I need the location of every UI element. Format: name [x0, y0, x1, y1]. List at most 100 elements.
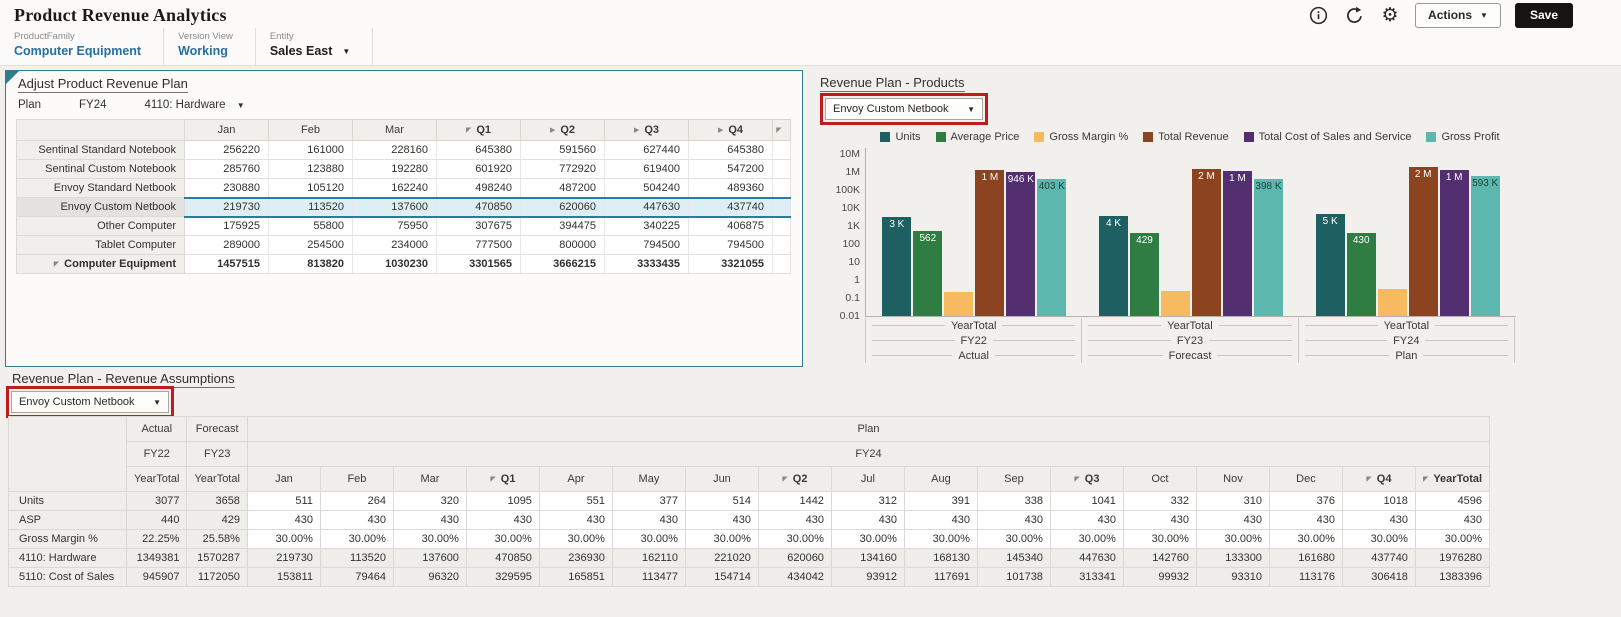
grid-cell[interactable]	[772, 140, 791, 160]
grid-cell[interactable]: 137600	[352, 196, 437, 218]
grid-cell[interactable]: 504240	[604, 178, 689, 198]
pov-member-account[interactable]: 4110: Hardware ▼	[144, 99, 245, 111]
bar-total-cost-of-sales-and-service[interactable]: 1 M	[1439, 169, 1469, 316]
table-cell[interactable]: 329595	[465, 567, 540, 587]
grid-cell[interactable]: 3321055	[688, 254, 773, 274]
year-header-fy23[interactable]: FY23	[186, 441, 248, 467]
grid-row-header-envoy-custom-netbook[interactable]: Envoy Custom Netbook	[16, 197, 185, 217]
period-header-sep[interactable]: Sep	[976, 466, 1051, 492]
period-header-q4[interactable]: ◤ Q4	[1341, 466, 1416, 492]
table-cell[interactable]: 25.58%	[186, 529, 248, 549]
collapse-icon[interactable]: ◤	[776, 126, 782, 134]
grid-cell[interactable]: 307675	[436, 216, 521, 236]
grid-cell[interactable]: 620060	[520, 196, 605, 218]
table-cell[interactable]: 30.00%	[392, 529, 467, 549]
table-cell[interactable]: 96320	[392, 567, 467, 587]
grid-cell[interactable]: 619400	[604, 159, 689, 179]
grid-cell[interactable]	[772, 254, 791, 274]
table-cell[interactable]: 3658	[186, 491, 248, 511]
table-cell[interactable]: 511	[246, 491, 321, 511]
grid-cell[interactable]: 627440	[604, 140, 689, 160]
collapse-icon[interactable]: ◤	[1074, 475, 1080, 483]
table-cell[interactable]: 320	[392, 491, 467, 511]
grid-cell[interactable]: 1457515	[184, 254, 269, 274]
grid-cell[interactable]: 1030230	[352, 254, 437, 274]
grid-cell[interactable]: 645380	[688, 140, 773, 160]
bar-average-price[interactable]: 562	[913, 230, 943, 316]
period-header-nov[interactable]: Nov	[1195, 466, 1270, 492]
refresh-icon[interactable]	[1343, 4, 1365, 26]
pov-member-scenario[interactable]: Plan	[18, 99, 42, 111]
grid-cell[interactable]: 161000	[268, 140, 353, 160]
bar-total-revenue[interactable]: 1 M	[975, 169, 1005, 316]
grid-cell[interactable]: 113520	[268, 196, 353, 218]
table-cell[interactable]: 30.00%	[246, 529, 321, 549]
grid-cell[interactable]: 447630	[604, 196, 689, 218]
table-cell[interactable]: 113520	[319, 548, 394, 568]
grid-cell[interactable]: 645380	[436, 140, 521, 160]
table-cell[interactable]: 470850	[465, 548, 540, 568]
period-header-jan[interactable]: Jan	[246, 466, 321, 492]
table-cell[interactable]: 142760	[1122, 548, 1197, 568]
table-cell[interactable]: 447630	[1049, 548, 1124, 568]
row-header-asp[interactable]: ASP	[8, 510, 127, 530]
table-cell[interactable]: 945907	[125, 567, 188, 587]
collapse-icon[interactable]: ◤	[782, 475, 788, 483]
bar-total-cost-of-sales-and-service[interactable]: 946 K	[1006, 172, 1036, 316]
period-header-yeartotal[interactable]: ◤ YearTotal	[1414, 466, 1491, 492]
table-cell[interactable]: 620060	[757, 548, 832, 568]
grid-cell[interactable]: 772920	[520, 159, 605, 179]
table-cell[interactable]: 113477	[611, 567, 686, 587]
grid-cell[interactable]: 254500	[268, 235, 353, 255]
table-cell[interactable]: 434042	[757, 567, 832, 587]
table-cell[interactable]: 134160	[830, 548, 905, 568]
gear-icon[interactable]: ⚙	[1379, 4, 1401, 26]
table-cell[interactable]: 30.00%	[976, 529, 1051, 549]
actions-button[interactable]: Actions ▼	[1415, 2, 1501, 28]
table-cell[interactable]: 338	[976, 491, 1051, 511]
table-cell[interactable]: 430	[465, 510, 540, 530]
table-cell[interactable]: 117691	[903, 567, 978, 587]
grid-cell[interactable]: 230880	[184, 178, 269, 198]
table-cell[interactable]: 30.00%	[757, 529, 832, 549]
product-selector-dropdown[interactable]: Envoy Custom Netbook ▼	[825, 98, 983, 120]
grid-cell[interactable]: 256220	[184, 140, 269, 160]
row-header-4110-hardware[interactable]: 4110: Hardware	[8, 548, 127, 568]
pov-item-entity[interactable]: Entity Sales East ▼	[256, 28, 374, 65]
assumptions-product-dropdown[interactable]: Envoy Custom Netbook ▼	[11, 391, 169, 413]
table-cell[interactable]: 312	[830, 491, 905, 511]
grid-column-header-more[interactable]: ◤	[772, 119, 791, 141]
table-cell[interactable]: 101738	[976, 567, 1051, 587]
grid-cell[interactable]: 437740	[688, 196, 773, 218]
grid-row-header-tablet-computer[interactable]: Tablet Computer	[16, 235, 185, 255]
grid-cell[interactable]: 591560	[520, 140, 605, 160]
grid-cell[interactable]	[772, 235, 791, 255]
grid-cell[interactable]	[772, 159, 791, 179]
table-cell[interactable]: 30.00%	[1195, 529, 1270, 549]
table-cell[interactable]: 430	[392, 510, 467, 530]
bar-gross-margin[interactable]	[1161, 290, 1190, 316]
grid-cell[interactable]: 55800	[268, 216, 353, 236]
table-cell[interactable]: 30.00%	[1049, 529, 1124, 549]
row-header-5110-cost-of-sales[interactable]: 5110: Cost of Sales	[8, 567, 127, 587]
table-cell[interactable]: 1172050	[186, 567, 248, 587]
table-cell[interactable]: 30.00%	[538, 529, 613, 549]
row-header-gross-margin[interactable]: Gross Margin %	[8, 529, 127, 549]
grid-column-header-jan[interactable]: Jan	[184, 119, 269, 141]
grid-cell[interactable]: 192280	[352, 159, 437, 179]
grid-row-header-sentinal-custom-notebook[interactable]: Sentinal Custom Notebook	[16, 159, 185, 179]
table-cell[interactable]: 145340	[976, 548, 1051, 568]
grid-cell[interactable]: 162240	[352, 178, 437, 198]
period-header-apr[interactable]: Apr	[538, 466, 613, 492]
grid-cell[interactable]: 105120	[268, 178, 353, 198]
table-cell[interactable]: 1041	[1049, 491, 1124, 511]
legend-item-units[interactable]: Units	[880, 131, 921, 143]
grid-row-header-sentinal-standard-notebook[interactable]: Sentinal Standard Notebook	[16, 140, 185, 160]
pov-item-productfamily[interactable]: ProductFamily Computer Equipment	[0, 28, 165, 65]
bar-gross-margin[interactable]	[944, 291, 974, 316]
grid-cell[interactable]: 813820	[268, 254, 353, 274]
period-header-q3[interactable]: ◤ Q3	[1049, 466, 1124, 492]
table-cell[interactable]: 221020	[684, 548, 759, 568]
table-cell[interactable]: 440	[125, 510, 188, 530]
period-header-dec[interactable]: Dec	[1268, 466, 1343, 492]
